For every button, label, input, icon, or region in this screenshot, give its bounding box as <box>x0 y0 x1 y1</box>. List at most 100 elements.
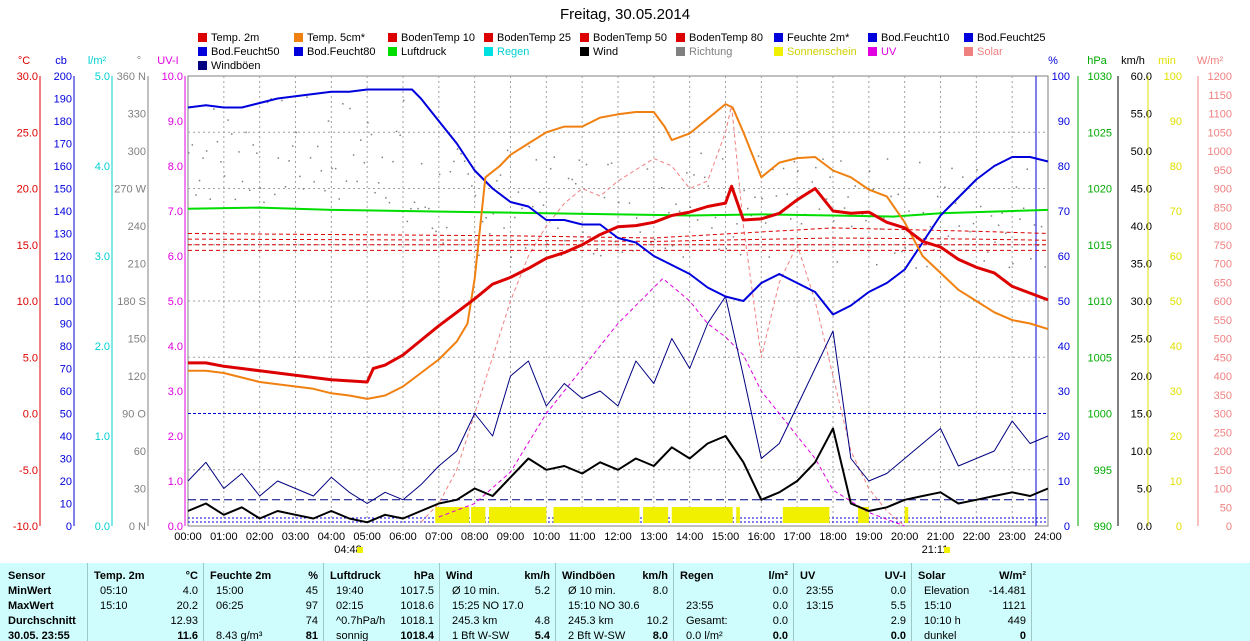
legend-swatch <box>198 33 207 42</box>
axis-tick-label: 400 <box>1214 371 1232 383</box>
direction-dot <box>324 189 326 192</box>
legend-swatch <box>484 47 493 56</box>
table-cell: 5.5 <box>890 600 906 612</box>
direction-dot <box>506 149 509 152</box>
direction-dot <box>360 139 362 141</box>
direction-dot <box>646 168 649 170</box>
direction-dot <box>413 201 416 203</box>
direction-dot <box>721 158 724 160</box>
direction-dot <box>489 233 491 235</box>
axis-tick-label: 0.0 <box>23 409 38 421</box>
direction-dot <box>216 140 219 143</box>
direction-dot <box>743 189 745 192</box>
axis-tick-label: 9.0 <box>168 116 183 128</box>
axis-tick-label: 0.0 <box>168 521 183 533</box>
legend-label: Bod.Feucht25 <box>977 32 1046 44</box>
axis-tick-label: 180 <box>54 116 72 128</box>
axis-tick-label: 40 <box>1058 341 1070 353</box>
axis-tick-label: 850 <box>1214 202 1232 214</box>
direction-dot <box>266 101 269 104</box>
legend-item: Wind <box>580 45 618 59</box>
axis-tick-label: 1000 <box>1208 146 1232 158</box>
direction-dot <box>209 198 211 200</box>
table-cell: Ø 10 min. <box>452 585 500 597</box>
direction-dot <box>410 207 412 210</box>
series-line-luftdruck <box>187 206 1049 218</box>
direction-dot <box>1019 218 1021 220</box>
direction-dot <box>847 196 849 198</box>
x-tick-label: 19:00 <box>855 531 883 543</box>
direction-dot <box>933 249 935 251</box>
table-cell: 23:55 <box>806 585 834 597</box>
axis-tick-label: 300 <box>1214 409 1232 421</box>
direction-dot <box>876 263 878 266</box>
axis-tick-label: 300 <box>128 146 146 158</box>
legend-label: Temp. 2m <box>211 32 260 44</box>
direction-dot <box>628 202 631 204</box>
table-cell: 1121 <box>1002 600 1026 612</box>
direction-dot <box>241 180 244 183</box>
direction-dot <box>263 201 265 204</box>
table-cell: 19:40 <box>336 585 364 597</box>
axis-tick-label: 50 <box>60 409 72 421</box>
direction-dot <box>585 163 588 166</box>
axis-tick-label: 70 <box>1058 206 1070 218</box>
axis-tick-label: 60 <box>1170 251 1182 263</box>
axis-tick-label: 650 <box>1214 277 1232 289</box>
axis-tick-label: 750 <box>1214 240 1232 252</box>
axis-tick-label: 360 N <box>117 71 146 83</box>
direction-dot <box>317 145 319 148</box>
axis-tick-label: 90 <box>60 319 72 331</box>
direction-dot <box>764 222 767 224</box>
axis-tick-label: 110 <box>54 274 72 286</box>
legend-item: Luftdruck <box>388 45 446 59</box>
axis-tick-label: 55.0 <box>1131 109 1152 121</box>
table-cell: 06:25 <box>216 600 244 612</box>
direction-dot <box>919 161 921 164</box>
x-tick-label: 09:00 <box>497 531 525 543</box>
direction-dot <box>417 207 419 210</box>
axis-tick-label: 140 <box>54 206 72 218</box>
axis-tick-label: 30 <box>134 484 146 496</box>
x-tick-label: 12:00 <box>604 531 632 543</box>
direction-dot <box>385 197 387 199</box>
direction-dot <box>610 162 613 164</box>
axis-tick-label: 80 <box>60 341 72 353</box>
table-cell: l/m² <box>768 570 788 582</box>
axis-tick-label: 3.0 <box>95 251 110 263</box>
legend-swatch <box>676 47 685 56</box>
axis-tick-label: 1000 <box>1088 409 1112 421</box>
table-cell: 74 <box>305 615 318 627</box>
axis-tick-label: 100 <box>1164 71 1182 83</box>
table-cell: 0.0 <box>772 585 788 597</box>
axis-tick-label: 90 <box>1170 116 1182 128</box>
table-cell: 15:10 <box>924 600 952 612</box>
direction-dot <box>549 168 552 170</box>
direction-dot <box>578 159 581 161</box>
direction-dot <box>320 170 323 172</box>
axis-tick-label: 0 <box>1176 521 1182 533</box>
table-cell: 23:55 <box>686 600 714 612</box>
direction-dot <box>395 130 398 133</box>
axis-tick-label: 25.0 <box>1131 334 1152 346</box>
direction-dot <box>510 256 512 258</box>
axis-tick-label: 1025 <box>1088 127 1112 139</box>
direction-dot <box>496 180 498 182</box>
direction-dot <box>345 180 348 182</box>
axis-tick-label: 30 <box>1058 386 1070 398</box>
table-cell: °C <box>185 570 198 582</box>
direction-dot <box>582 231 584 233</box>
direction-dot <box>528 145 530 148</box>
direction-dot <box>213 108 215 110</box>
direction-dot <box>234 198 237 201</box>
axis-tick-label: 100 <box>1052 71 1070 83</box>
direction-dot <box>650 241 652 244</box>
table-cell: sonnig <box>336 630 369 641</box>
table-column: Wind km/h Ø 10 min. 5.2 15:25 NO 17.0 245.3 k… <box>440 563 556 641</box>
direction-dot <box>220 161 222 163</box>
table-cell: -14.481 <box>988 585 1026 597</box>
table-cell: 8.0 <box>652 630 668 641</box>
x-tick-label: 17:00 <box>783 531 811 543</box>
sunshine-bar <box>553 507 640 523</box>
table-cell: dunkel <box>924 630 957 641</box>
